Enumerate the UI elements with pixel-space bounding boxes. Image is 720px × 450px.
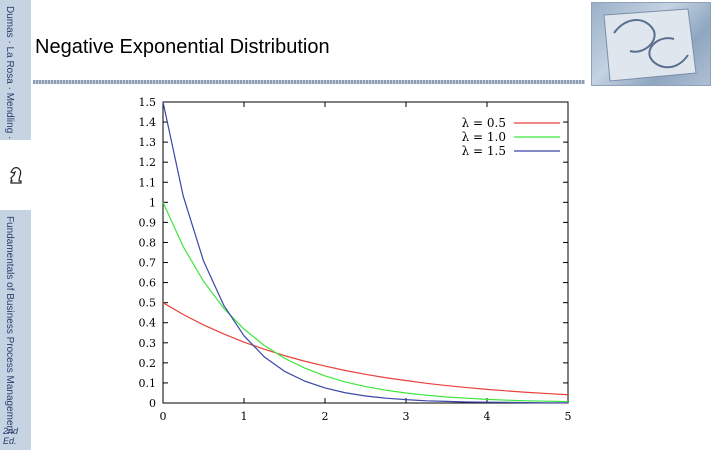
legend-label: λ = 0.5 xyxy=(462,116,506,130)
y-tick-label: 1.5 xyxy=(139,96,157,109)
y-tick-label: 0.2 xyxy=(139,357,157,370)
y-tick-label: 0 xyxy=(149,397,156,410)
x-tick-label: 2 xyxy=(322,410,329,423)
plot-frame xyxy=(162,101,569,404)
y-tick-label: 0.9 xyxy=(139,216,157,229)
x-tick-label: 0 xyxy=(160,410,167,423)
x-tick-label: 1 xyxy=(241,410,248,423)
y-tick-label: 1.1 xyxy=(139,176,157,189)
sidebar-book-banner: Fundamentals of Business Process Managem… xyxy=(0,210,31,450)
y-tick-label: 1 xyxy=(149,196,156,209)
sidebar-book-title: Fundamentals of Business Process Managem… xyxy=(4,216,15,434)
y-tick-label: 0.1 xyxy=(139,377,157,390)
y-tick-label: 0.6 xyxy=(139,277,157,290)
x-tick-label: 4 xyxy=(484,410,491,423)
sidebar: Dumas · La Rosa · Mendling · Reijers Fun… xyxy=(0,0,31,450)
series-line-1 xyxy=(162,302,569,396)
legend-label: λ = 1.0 xyxy=(462,130,506,144)
chess-knight-icon xyxy=(9,167,22,184)
series-line-3 xyxy=(162,101,568,404)
slide-title: Negative Exponential Distribution xyxy=(35,36,330,58)
sidebar-author-banner: Dumas · La Rosa · Mendling · Reijers xyxy=(0,0,31,173)
legend-label: λ = 1.5 xyxy=(462,144,506,158)
sidebar-authors-text: Dumas · La Rosa · Mendling · Reijers xyxy=(4,6,15,174)
y-tick-label: 0.3 xyxy=(139,337,157,350)
x-tick-label: 3 xyxy=(403,410,410,423)
y-tick-label: 1.4 xyxy=(139,116,157,129)
edition-label: 2nd Ed. xyxy=(3,426,19,446)
y-tick-label: 0.8 xyxy=(139,236,157,249)
title-divider xyxy=(33,80,585,84)
y-tick-label: 0.5 xyxy=(139,297,157,310)
publisher-logo xyxy=(0,140,31,210)
drawing-hands-image xyxy=(603,8,697,82)
y-tick-label: 0.7 xyxy=(139,257,157,270)
y-tick-label: 1.2 xyxy=(139,156,157,169)
header-illustration xyxy=(591,2,711,86)
x-tick-label: 5 xyxy=(565,410,572,423)
y-tick-label: 0.4 xyxy=(139,317,157,330)
y-tick-label: 1.3 xyxy=(139,136,157,149)
